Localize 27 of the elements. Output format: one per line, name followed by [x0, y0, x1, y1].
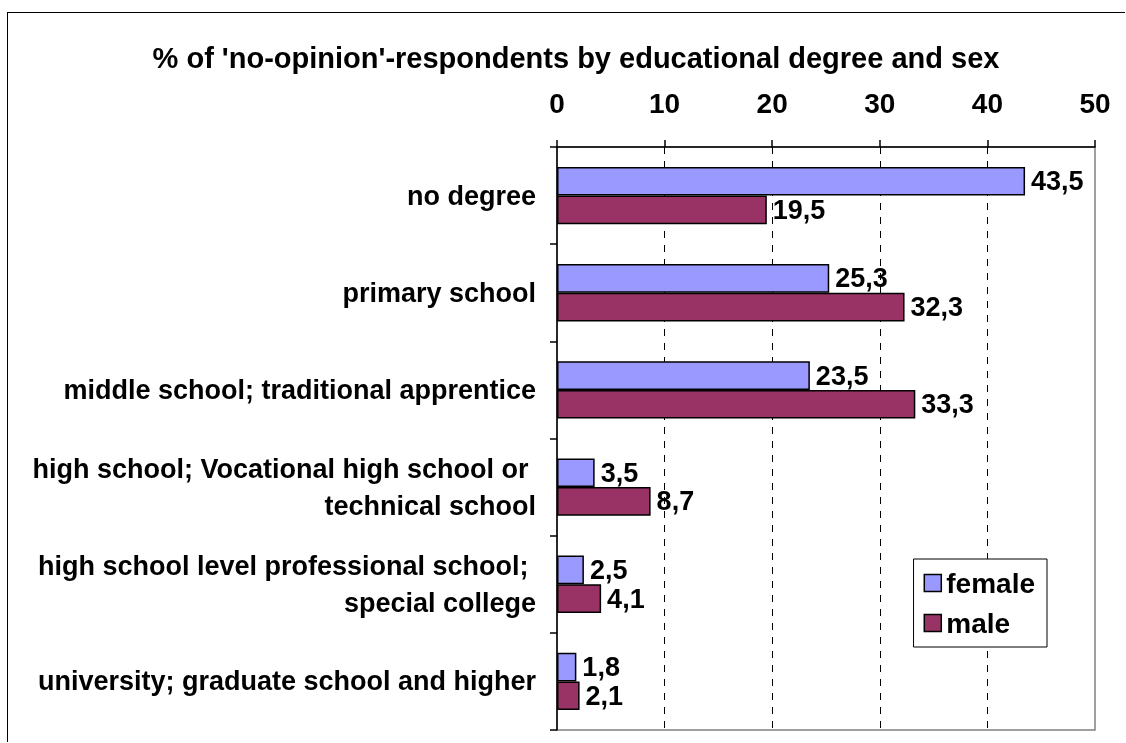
data-label: 23,5: [815, 360, 869, 391]
y-tick-label: university; graduate school and higher: [37, 666, 537, 697]
data-label: 32,3: [910, 292, 964, 323]
y-tick-label: high school level professional school; special college: [37, 550, 536, 618]
x-tick-label: 10: [649, 87, 681, 119]
data-label: 19,5: [772, 194, 826, 225]
data-label: 3,5: [600, 457, 639, 488]
data-label: 2,5: [589, 554, 628, 585]
y-tick-label: high school; Vocational high school or technical school: [32, 453, 536, 521]
data-label: 1,8: [582, 652, 620, 683]
legend-label: male: [946, 607, 1011, 639]
data-label: 43,5: [1031, 166, 1084, 197]
x-tick-label: 40: [971, 87, 1003, 119]
data-label: 25,3: [835, 263, 888, 294]
data-label: 33,3: [921, 389, 974, 420]
y-tick-label: primary school: [342, 277, 536, 308]
x-tick-label: 20: [756, 87, 788, 119]
x-tick-label: 0: [549, 87, 565, 119]
data-label: 4,1: [607, 583, 645, 614]
data-label: 2,1: [585, 680, 624, 711]
x-tick-label: 30: [864, 87, 896, 119]
legend-label: female: [946, 567, 1035, 599]
y-tick-label: no degree: [406, 180, 536, 211]
data-label: 8,7: [656, 486, 695, 517]
chart-title: % of 'no-opinion'-respondents by educational degree and sex: [152, 41, 1000, 74]
y-tick-label: middle school; traditional apprentice: [63, 374, 536, 405]
x-tick-label: 50: [1079, 87, 1111, 119]
